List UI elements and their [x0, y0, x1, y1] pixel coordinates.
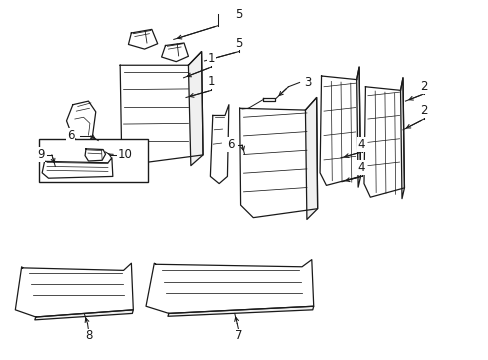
Polygon shape	[210, 105, 228, 184]
Polygon shape	[161, 43, 188, 62]
Polygon shape	[263, 98, 274, 101]
Polygon shape	[239, 98, 317, 218]
Text: 5: 5	[234, 36, 242, 50]
Bar	[39, 139, 148, 182]
Polygon shape	[15, 263, 133, 317]
Text: 1: 1	[207, 51, 215, 64]
Polygon shape	[356, 67, 360, 187]
Text: 9: 9	[37, 148, 44, 161]
Text: 2: 2	[419, 104, 427, 117]
Polygon shape	[42, 158, 113, 178]
Polygon shape	[35, 310, 133, 320]
Polygon shape	[167, 306, 313, 316]
Polygon shape	[363, 78, 404, 197]
Text: 6: 6	[227, 138, 235, 151]
Polygon shape	[66, 101, 96, 145]
Text: 2: 2	[419, 80, 427, 93]
Polygon shape	[128, 30, 158, 49]
Text: 4: 4	[357, 161, 365, 174]
Polygon shape	[146, 260, 313, 314]
Polygon shape	[320, 67, 360, 185]
Polygon shape	[400, 78, 404, 199]
Text: 3: 3	[304, 76, 311, 89]
Text: 1: 1	[207, 75, 215, 88]
Text: 5: 5	[234, 8, 242, 21]
Text: 7: 7	[234, 329, 242, 342]
Text: 10: 10	[117, 148, 132, 161]
Polygon shape	[305, 98, 317, 220]
Text: 6: 6	[66, 129, 74, 143]
Text: 4: 4	[357, 138, 365, 150]
Polygon shape	[85, 149, 105, 161]
Polygon shape	[188, 51, 203, 166]
Text: 8: 8	[84, 329, 92, 342]
Polygon shape	[120, 51, 203, 164]
